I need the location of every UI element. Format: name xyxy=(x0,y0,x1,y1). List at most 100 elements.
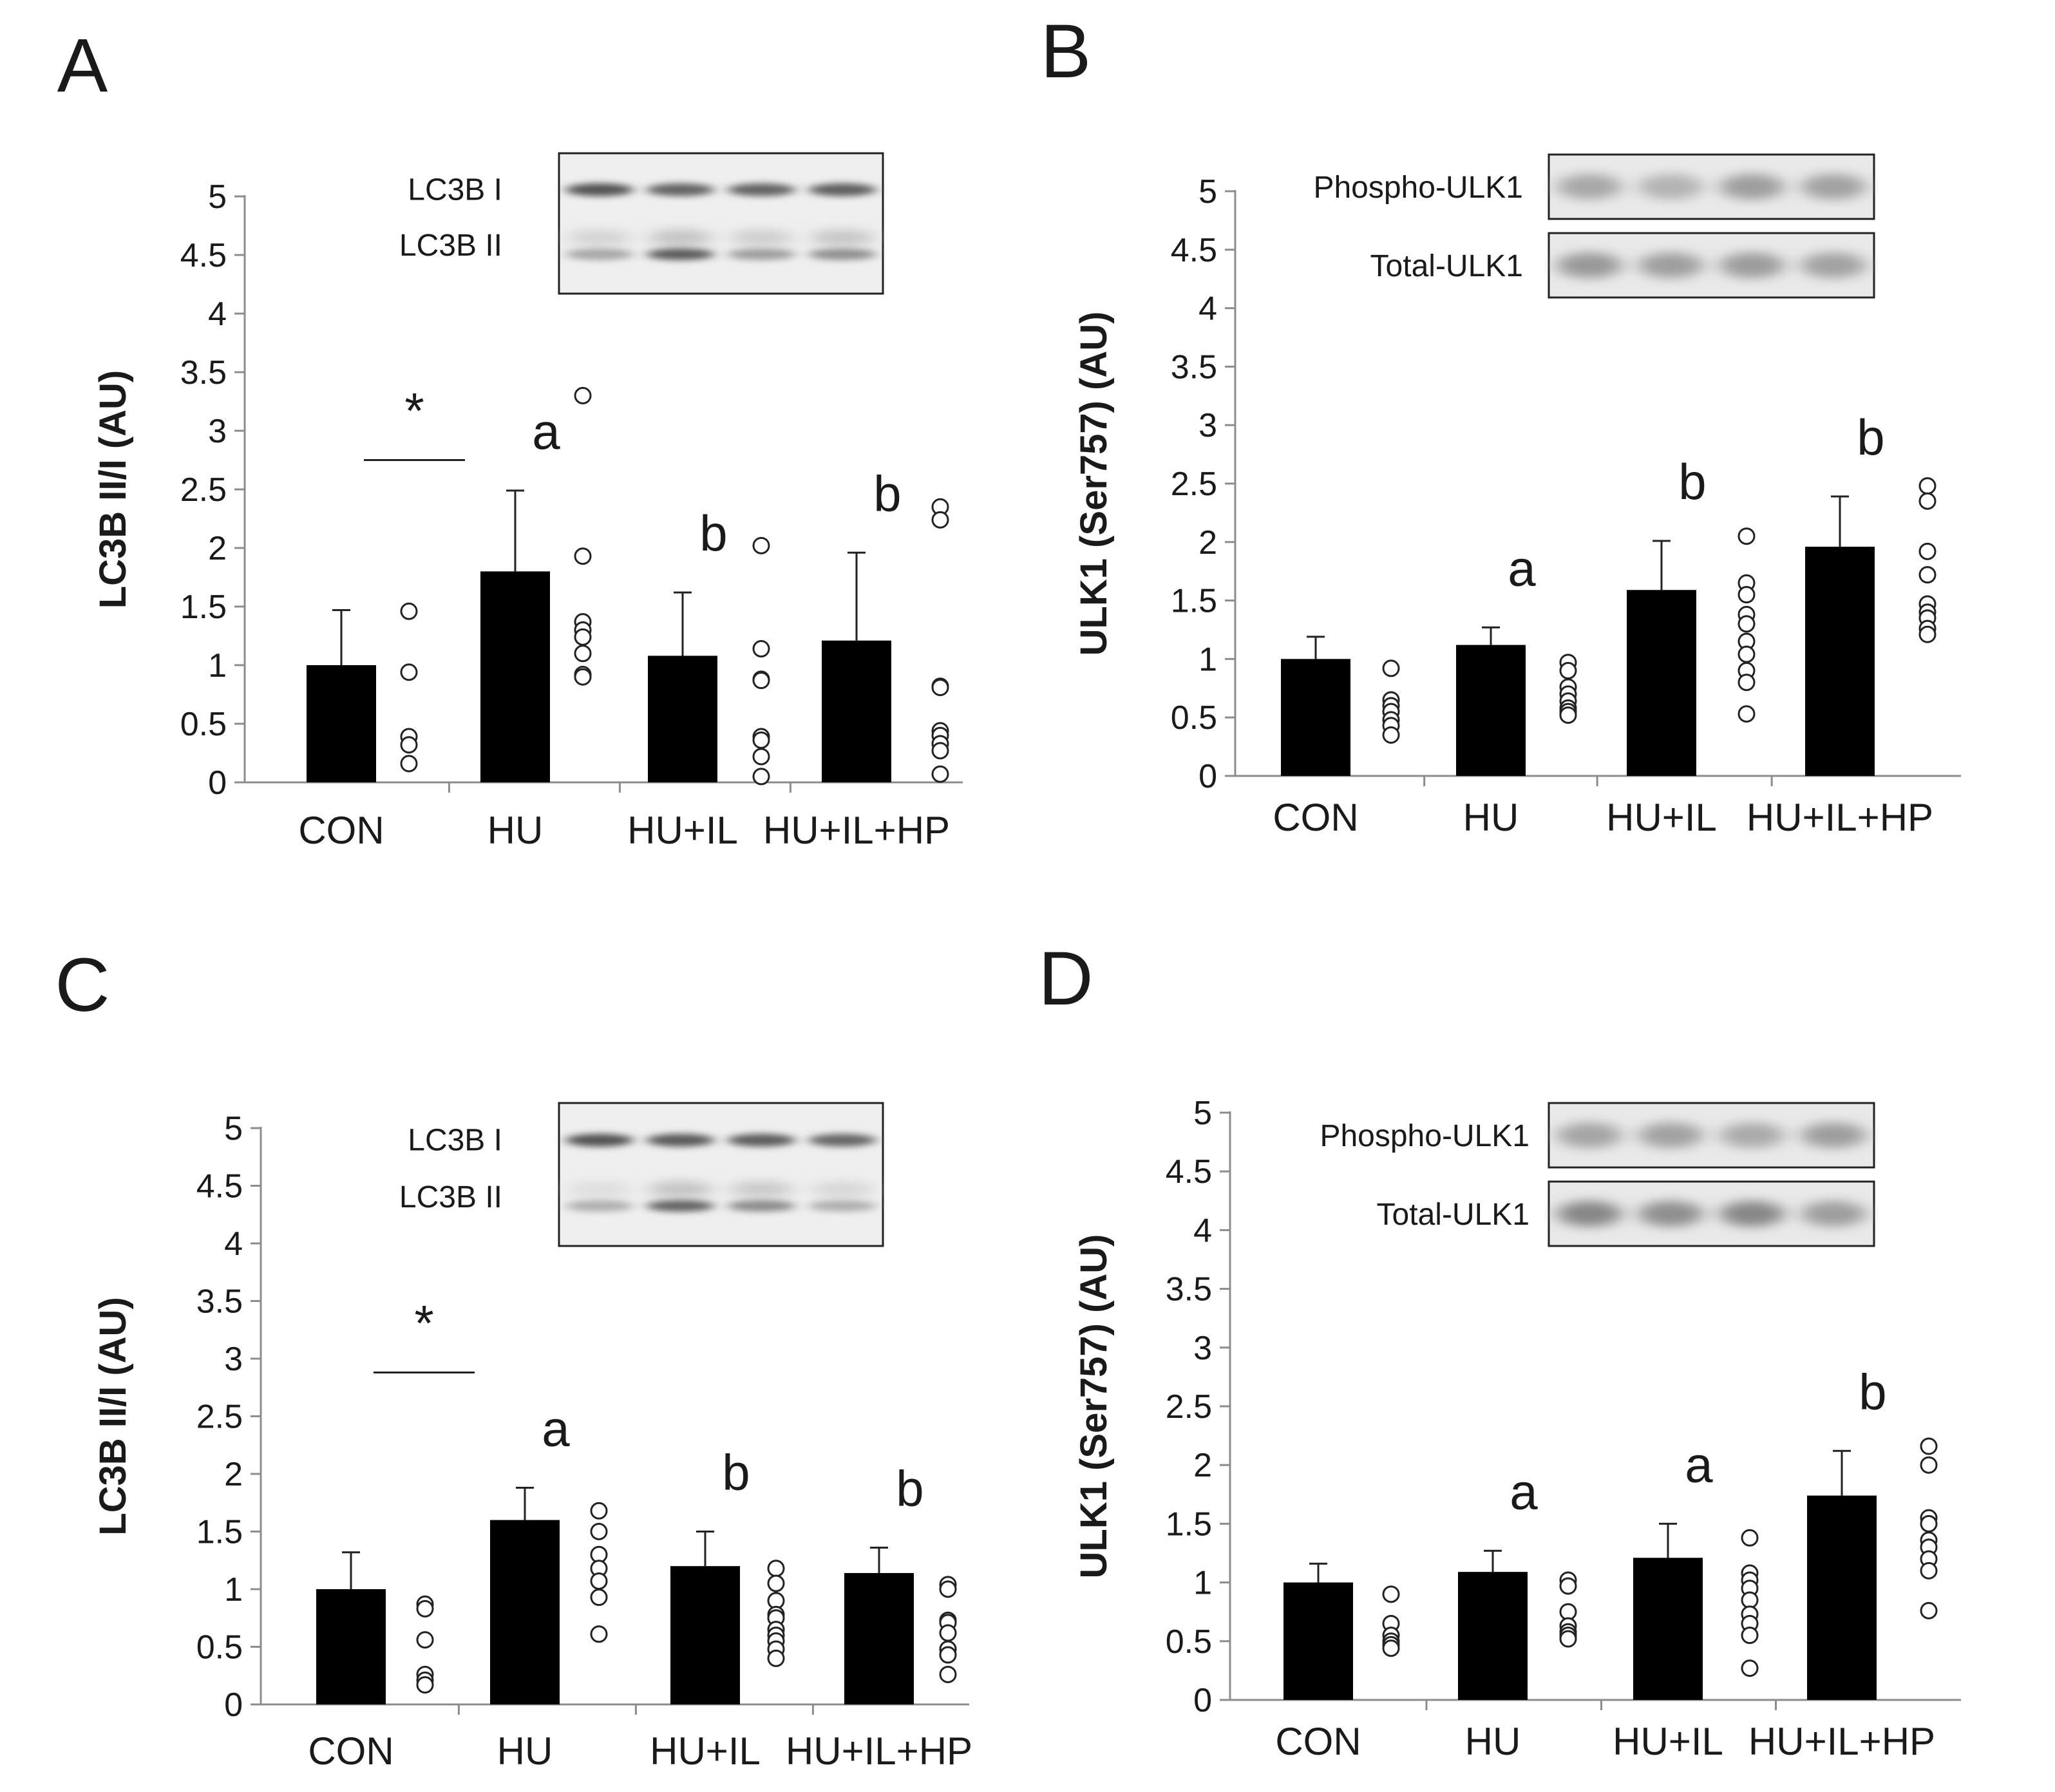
bar-2 xyxy=(1633,1558,1703,1700)
data-point xyxy=(1920,1437,1938,1455)
data-point xyxy=(1918,566,1937,584)
blot-label: Phospho-ULK1 xyxy=(1320,1119,1529,1153)
western-blot: LC3B I LC3B II xyxy=(399,1102,884,1247)
data-point xyxy=(1738,674,1756,692)
data-point xyxy=(752,640,770,658)
data-point xyxy=(400,663,418,681)
y-tick-label: 2 xyxy=(1198,524,1217,561)
data-point xyxy=(1738,527,1756,545)
bar-2 xyxy=(670,1566,740,1704)
bar-0 xyxy=(316,1589,386,1704)
blot-label: Total-ULK1 xyxy=(1370,249,1523,283)
y-tick-label: 0 xyxy=(1198,758,1217,795)
y-tick-label: 5 xyxy=(1193,1095,1212,1132)
bar-1 xyxy=(1458,1572,1528,1700)
category-label: HU+IL xyxy=(1613,1720,1723,1763)
y-tick-label: 1 xyxy=(208,647,227,684)
blot-band xyxy=(565,183,634,196)
sig-letter-3: b xyxy=(1859,1363,1886,1420)
blot-band xyxy=(1719,1201,1785,1227)
western-blot: LC3B I LC3B II xyxy=(399,152,884,295)
data-point xyxy=(1382,1585,1400,1603)
blot-band xyxy=(1557,1122,1622,1148)
data-point xyxy=(1738,615,1756,633)
bar-3 xyxy=(1805,547,1875,776)
blot-band xyxy=(1638,174,1703,200)
data-point xyxy=(416,1599,434,1618)
data-point xyxy=(931,511,949,529)
data-point xyxy=(1918,625,1937,643)
data-point xyxy=(752,536,770,554)
category-label: HU xyxy=(497,1730,553,1773)
blot-frame xyxy=(558,1102,884,1247)
y-tick-label: 4 xyxy=(1198,290,1217,328)
sig-letter-1: a xyxy=(542,1400,570,1457)
bar-1 xyxy=(480,571,550,782)
panel-letter: B xyxy=(1041,9,1092,94)
bar-0 xyxy=(1283,1582,1353,1700)
y-tick-label: 3.5 xyxy=(196,1283,243,1321)
blot-band xyxy=(808,183,876,196)
y-tick-label: 5 xyxy=(1198,173,1217,211)
bar-3 xyxy=(822,640,891,782)
blot-band xyxy=(1719,1122,1785,1148)
y-tick-label: 3 xyxy=(1198,407,1217,444)
blot-band xyxy=(565,248,634,260)
data-point xyxy=(752,731,770,749)
data-point xyxy=(931,679,949,697)
blot-band xyxy=(1801,1122,1866,1148)
data-point xyxy=(767,1574,785,1592)
y-tick-label: 1 xyxy=(1193,1565,1212,1602)
blot-band xyxy=(1719,252,1785,278)
blot-label: LC3B II xyxy=(399,1180,502,1214)
bar-2 xyxy=(1627,590,1696,776)
y-axis-label: LC3B II/I (AU) xyxy=(92,370,134,609)
panel-letter: A xyxy=(57,23,108,108)
blot-band xyxy=(565,1133,634,1147)
y-tick-label: 2.5 xyxy=(196,1399,243,1436)
blot-band xyxy=(727,183,796,196)
category-label: CON xyxy=(308,1730,393,1773)
data-point xyxy=(767,1560,785,1578)
y-axis-label: ULK1 (Ser757) (AU) xyxy=(1073,312,1115,656)
y-tick-label: 0 xyxy=(1193,1682,1212,1719)
panel-b: B 0 0.5 1 1.5 2 2.5 3 3.5 4 4.5 5 ULK1 (Ser757) (AU)… xyxy=(1041,9,1961,839)
sig-letter-3: b xyxy=(896,1460,923,1517)
y-tick-label: 1.5 xyxy=(180,589,227,626)
y-tick-label: 1.5 xyxy=(1171,583,1217,620)
bar-1 xyxy=(490,1520,560,1704)
y-tick-label: 4 xyxy=(208,296,227,333)
y-tick-label: 0.5 xyxy=(196,1629,243,1666)
blot-band xyxy=(565,1200,634,1212)
data-point xyxy=(590,1523,608,1540)
data-point xyxy=(1920,1514,1938,1533)
y-tick-label: 3 xyxy=(224,1341,243,1378)
blot-band xyxy=(646,1133,715,1147)
data-point xyxy=(752,748,770,766)
data-point xyxy=(590,1502,608,1520)
data-point xyxy=(1382,659,1400,677)
data-point xyxy=(1738,645,1756,663)
y-tick-label: 4.5 xyxy=(196,1168,243,1205)
blot-label: LC3B II xyxy=(399,229,502,263)
bar-0 xyxy=(307,665,376,782)
blot-band xyxy=(727,1200,796,1212)
blot-band xyxy=(727,1133,796,1147)
blot-band xyxy=(1801,252,1866,278)
blot-band xyxy=(808,1200,876,1212)
bar-1 xyxy=(1456,645,1526,776)
data-point xyxy=(1559,706,1577,724)
data-point xyxy=(1918,477,1937,495)
category-label: HU+IL+HP xyxy=(786,1730,972,1773)
y-axis-label: LC3B II/I (AU) xyxy=(92,1297,134,1536)
category-label: CON xyxy=(1275,1720,1361,1763)
category-label: HU xyxy=(1463,796,1519,839)
y-tick-label: 3.5 xyxy=(1171,348,1217,386)
blot-band xyxy=(1719,174,1785,200)
blot-label: LC3B I xyxy=(408,1124,502,1158)
data-point xyxy=(939,1646,957,1664)
y-tick-label: 2 xyxy=(208,530,227,567)
blot-band-halo xyxy=(648,229,713,245)
data-point xyxy=(400,602,418,620)
